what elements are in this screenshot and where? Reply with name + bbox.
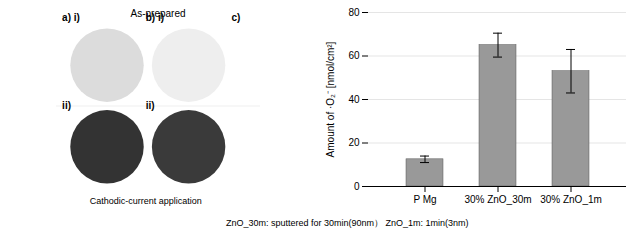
svg-text:Amount of ·O₂⁻ [nmol/cm²]: Amount of ·O₂⁻ [nmol/cm²] bbox=[325, 41, 336, 157]
svg-text:0: 0 bbox=[354, 181, 360, 192]
svg-text:60: 60 bbox=[348, 50, 360, 61]
svg-text:P Mg: P Mg bbox=[413, 194, 436, 205]
svg-text:20: 20 bbox=[348, 137, 360, 148]
svg-text:30% ZnO_1m: 30% ZnO_1m bbox=[540, 194, 602, 205]
svg-text:c): c) bbox=[231, 12, 240, 23]
svg-text:40: 40 bbox=[348, 94, 360, 105]
svg-text:30% ZnO_30m: 30% ZnO_30m bbox=[464, 194, 531, 205]
html-text:ZnO_30m: sputtered for 30min(9: ZnO_30m: sputtered for 30min(90nm） ZnO_1… bbox=[226, 218, 469, 228]
svg-text:a) i): a) i) bbox=[62, 12, 80, 23]
svg-text:Cathodic-current application: Cathodic-current application bbox=[90, 196, 202, 206]
svg-text:ii): ii) bbox=[146, 100, 155, 111]
svg-text:b) i): b) i) bbox=[146, 12, 164, 23]
svg-text:ii): ii) bbox=[62, 100, 71, 111]
svg-text:80: 80 bbox=[348, 7, 360, 18]
svg-text:As-prepared: As-prepared bbox=[130, 8, 186, 20]
